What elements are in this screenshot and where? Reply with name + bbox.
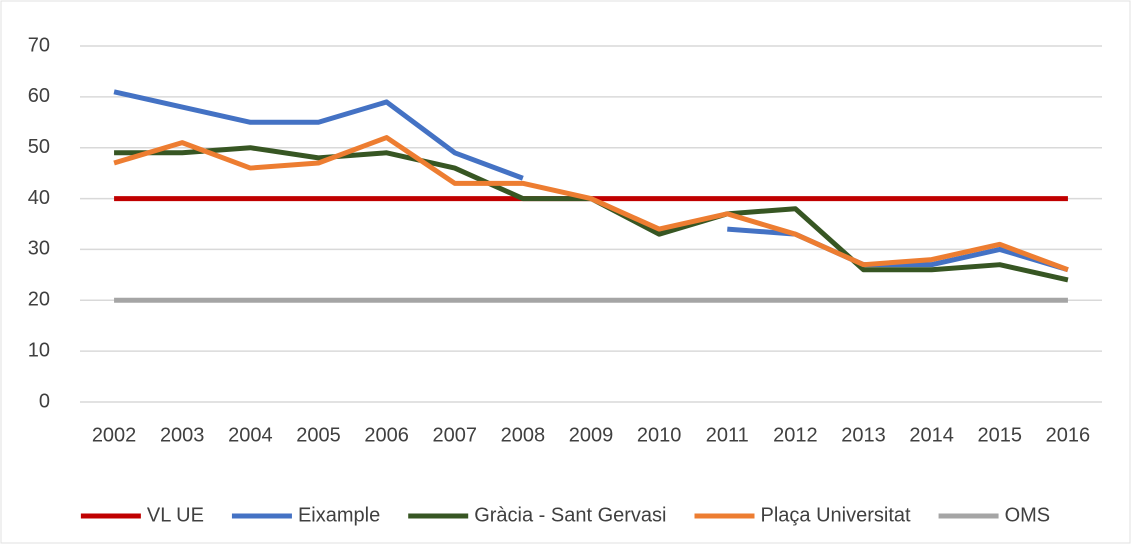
- y-tick-label: 40: [28, 187, 50, 209]
- x-tick-label: 2014: [909, 424, 954, 446]
- y-tick-label: 70: [28, 34, 50, 56]
- legend-label: OMS: [1005, 504, 1051, 526]
- x-tick-label: 2007: [432, 424, 477, 446]
- legend-label: VL UE: [147, 504, 204, 526]
- x-tick-label: 2008: [501, 424, 546, 446]
- x-tick-label: 2009: [569, 424, 614, 446]
- x-tick-label: 2016: [1046, 424, 1091, 446]
- x-tick-label: 2010: [637, 424, 682, 446]
- legend-label: Gràcia - Sant Gervasi: [474, 504, 666, 526]
- x-tick-label: 2005: [296, 424, 341, 446]
- y-tick-label: 10: [28, 339, 50, 361]
- y-tick-label: 30: [28, 238, 50, 260]
- y-tick-label: 60: [28, 85, 50, 107]
- y-tick-label: 20: [28, 289, 50, 311]
- x-tick-label: 2004: [228, 424, 273, 446]
- series-line: [113, 135, 1069, 273]
- x-tick-label: 2003: [160, 424, 205, 446]
- x-tick-label: 2002: [92, 424, 137, 446]
- y-tick-label: 0: [39, 390, 50, 412]
- x-tick-label: 2006: [364, 424, 409, 446]
- x-tick-label: 2011: [706, 424, 749, 446]
- legend-label: Plaça Universitat: [761, 504, 912, 526]
- legend-label: Eixample: [298, 504, 380, 526]
- x-tick-label: 2013: [841, 424, 886, 446]
- x-tick-label: 2012: [773, 424, 818, 446]
- y-tick-label: 50: [28, 136, 50, 158]
- x-tick-label: 2015: [978, 424, 1023, 446]
